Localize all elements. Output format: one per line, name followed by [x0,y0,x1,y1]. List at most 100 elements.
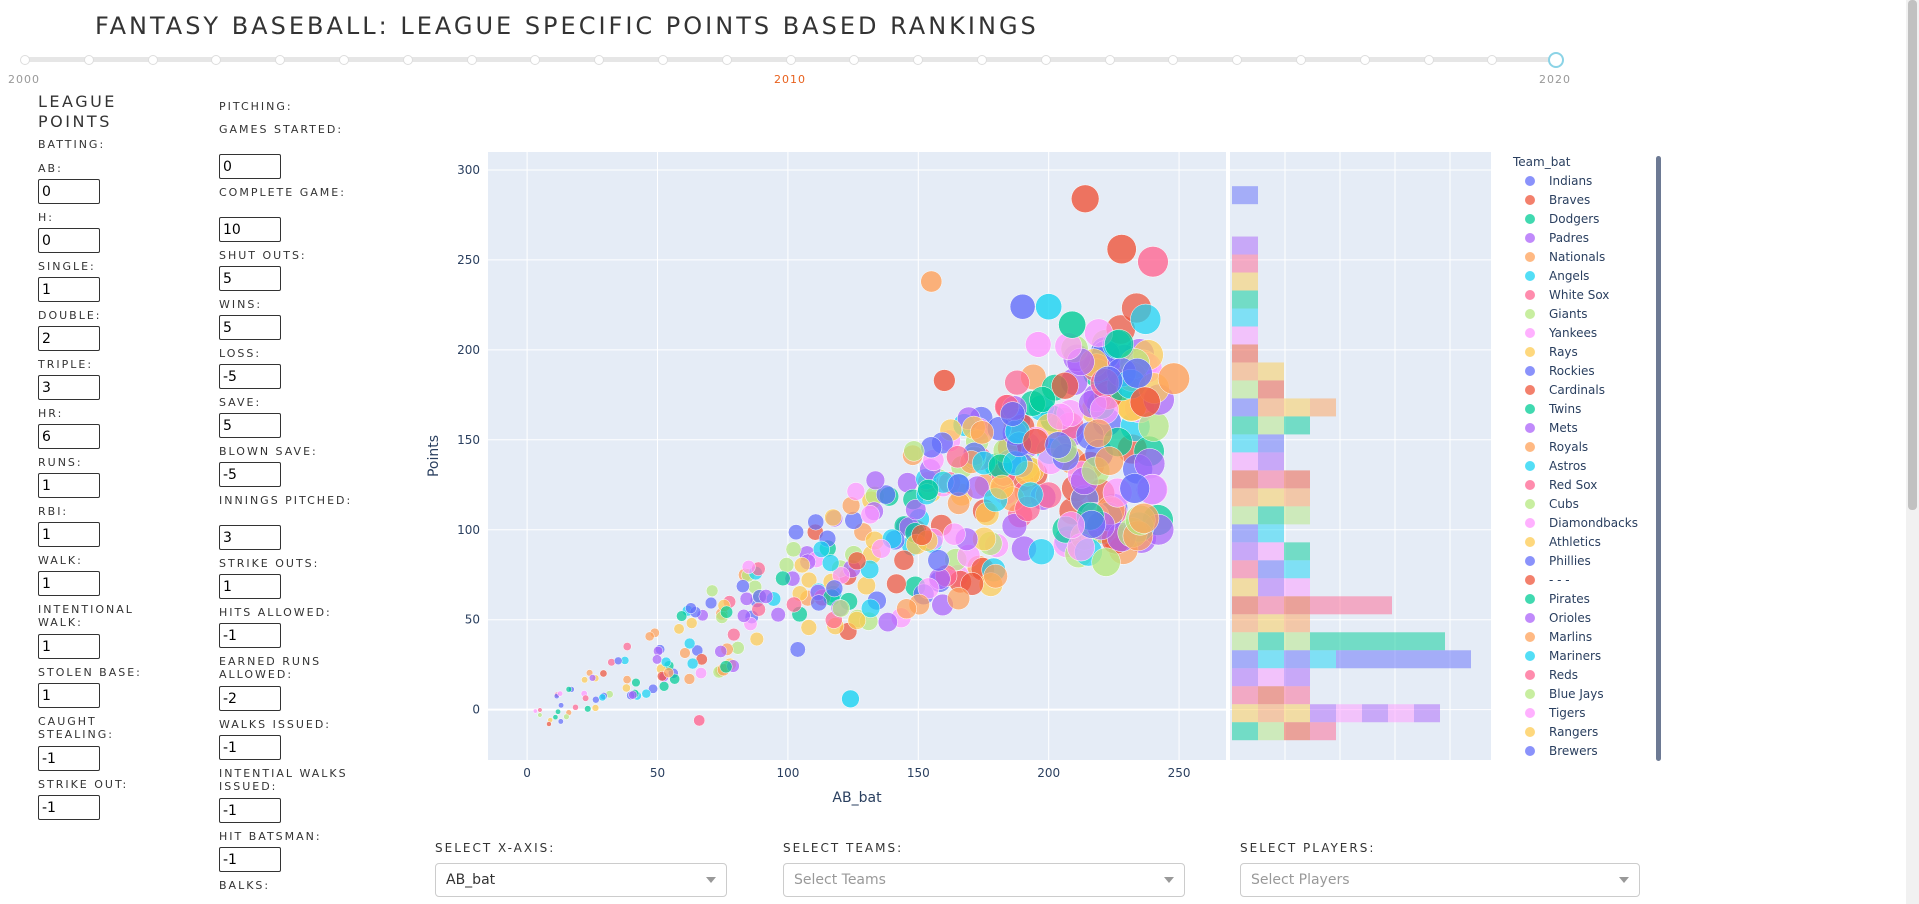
points-input[interactable] [38,277,100,302]
legend-item[interactable]: Rockies [1525,364,1595,382]
slider-tick[interactable] [530,55,541,65]
points-input[interactable] [219,462,281,487]
page-scrollbar-thumb[interactable] [1908,0,1917,510]
points-input[interactable] [38,179,100,204]
legend-item[interactable]: Rays [1525,345,1578,363]
points-input[interactable] [38,683,100,708]
points-input[interactable] [219,217,281,242]
legend-item[interactable]: Diamondbacks [1525,516,1638,534]
legend-item[interactable]: White Sox [1525,288,1609,306]
year-slider-handle[interactable] [1548,52,1564,68]
slider-label-2010[interactable]: 2010 [774,73,806,86]
points-input[interactable] [38,326,100,351]
legend-item[interactable]: Blue Jays [1525,687,1604,705]
slider-tick[interactable] [658,55,668,65]
legend-item[interactable]: Dodgers [1525,212,1599,230]
players-dropdown[interactable]: Select Players [1240,863,1640,897]
slider-label-2000[interactable]: 2000 [8,73,40,86]
slider-tick[interactable] [785,55,796,65]
points-input[interactable] [38,746,100,771]
legend-item[interactable]: Tigers [1525,706,1585,724]
legend-item[interactable]: Brewers [1525,744,1598,762]
slider-tick[interactable] [721,55,732,65]
legend-item[interactable]: Red Sox [1525,478,1597,496]
points-input[interactable] [219,574,281,599]
scatter-point [1058,310,1087,339]
slider-tick[interactable] [1168,55,1179,65]
legend-item[interactable]: Mets [1525,421,1578,439]
slider-tick[interactable] [913,55,924,65]
legend-item[interactable]: Nationals [1525,250,1605,268]
points-input[interactable] [219,413,281,438]
slider-tick[interactable] [211,55,222,65]
slider-tick[interactable] [1423,55,1434,65]
legend-item[interactable]: Reds [1525,668,1578,686]
legend-item[interactable]: - - - [1525,573,1570,591]
legend-item[interactable]: Orioles [1525,611,1591,629]
slider-tick[interactable] [977,55,987,65]
legend-item[interactable]: Royals [1525,440,1588,458]
points-input[interactable] [38,228,100,253]
slider-tick[interactable] [594,55,605,65]
points-input[interactable] [219,266,281,291]
points-input[interactable] [38,634,100,659]
x-axis-dropdown[interactable]: AB_bat [435,863,727,897]
points-input[interactable] [219,798,281,823]
histogram-bar [1310,398,1336,417]
slider-tick[interactable] [402,55,413,65]
slider-tick[interactable] [849,55,860,65]
field-label: DOUBLE: [38,309,102,322]
points-input[interactable] [219,847,281,872]
legend-scrollbar[interactable] [1656,156,1661,761]
slider-tick[interactable] [1359,55,1370,65]
points-input[interactable] [219,525,281,550]
legend-item[interactable]: Athletics [1525,535,1601,553]
legend-marker [1525,404,1535,414]
points-input[interactable] [38,522,100,547]
points-input[interactable] [219,686,281,711]
legend-item[interactable]: Marlins [1525,630,1592,648]
slider-tick[interactable] [339,55,349,65]
legend-item[interactable]: Yankees [1525,326,1597,344]
teams-dropdown[interactable]: Select Teams [783,863,1185,897]
legend-item[interactable]: Angels [1525,269,1589,287]
legend-item[interactable]: Cubs [1525,497,1579,515]
legend-item[interactable]: Giants [1525,307,1588,325]
points-input[interactable] [219,315,281,340]
legend-item[interactable]: Padres [1525,231,1589,249]
slider-tick[interactable] [1232,55,1243,65]
slider-label-2020[interactable]: 2020 [1539,73,1571,86]
slider-tick[interactable] [1104,55,1115,65]
points-input[interactable] [38,795,100,820]
field-label: SAVE: [219,396,262,409]
slider-tick[interactable] [1040,55,1051,65]
legend-item[interactable]: Mariners [1525,649,1601,667]
legend-item[interactable]: Indians [1525,174,1592,192]
points-input[interactable] [38,473,100,498]
slider-tick[interactable] [20,55,30,65]
scatter-point [741,559,756,574]
points-input[interactable] [219,623,281,648]
points-input[interactable] [219,735,281,760]
legend-item[interactable]: Astros [1525,459,1586,477]
points-input[interactable] [38,424,100,449]
points-input[interactable] [219,154,281,179]
slider-tick[interactable] [1487,55,1498,65]
slider-tick[interactable] [466,55,477,65]
slider-tick[interactable] [275,55,286,65]
points-input[interactable] [219,364,281,389]
scatter-point [751,602,766,617]
slider-tick[interactable] [83,55,94,65]
slider-tick[interactable] [147,55,158,65]
points-input[interactable] [38,375,100,400]
legend-item[interactable]: Twins [1525,402,1581,420]
scatter-point [1000,401,1026,427]
legend-item[interactable]: Cardinals [1525,383,1605,401]
legend-item[interactable]: Rangers [1525,725,1598,743]
slider-tick[interactable] [1296,55,1306,65]
legend-item[interactable]: Pirates [1525,592,1590,610]
points-input[interactable] [38,571,100,596]
legend-item[interactable]: Phillies [1525,554,1591,572]
legend-item[interactable]: Braves [1525,193,1590,211]
